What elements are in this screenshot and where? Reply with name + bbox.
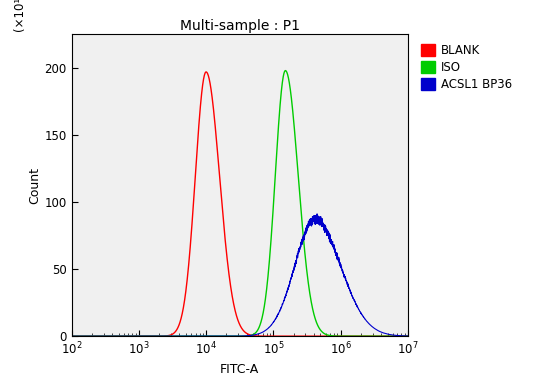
Text: (×10¹): (×10¹) bbox=[13, 0, 26, 31]
Title: Multi-sample : P1: Multi-sample : P1 bbox=[180, 19, 300, 33]
Legend: BLANK, ISO, ACSL1 BP36: BLANK, ISO, ACSL1 BP36 bbox=[417, 40, 515, 95]
X-axis label: FITC-A: FITC-A bbox=[220, 363, 260, 376]
Y-axis label: Count: Count bbox=[29, 167, 42, 204]
